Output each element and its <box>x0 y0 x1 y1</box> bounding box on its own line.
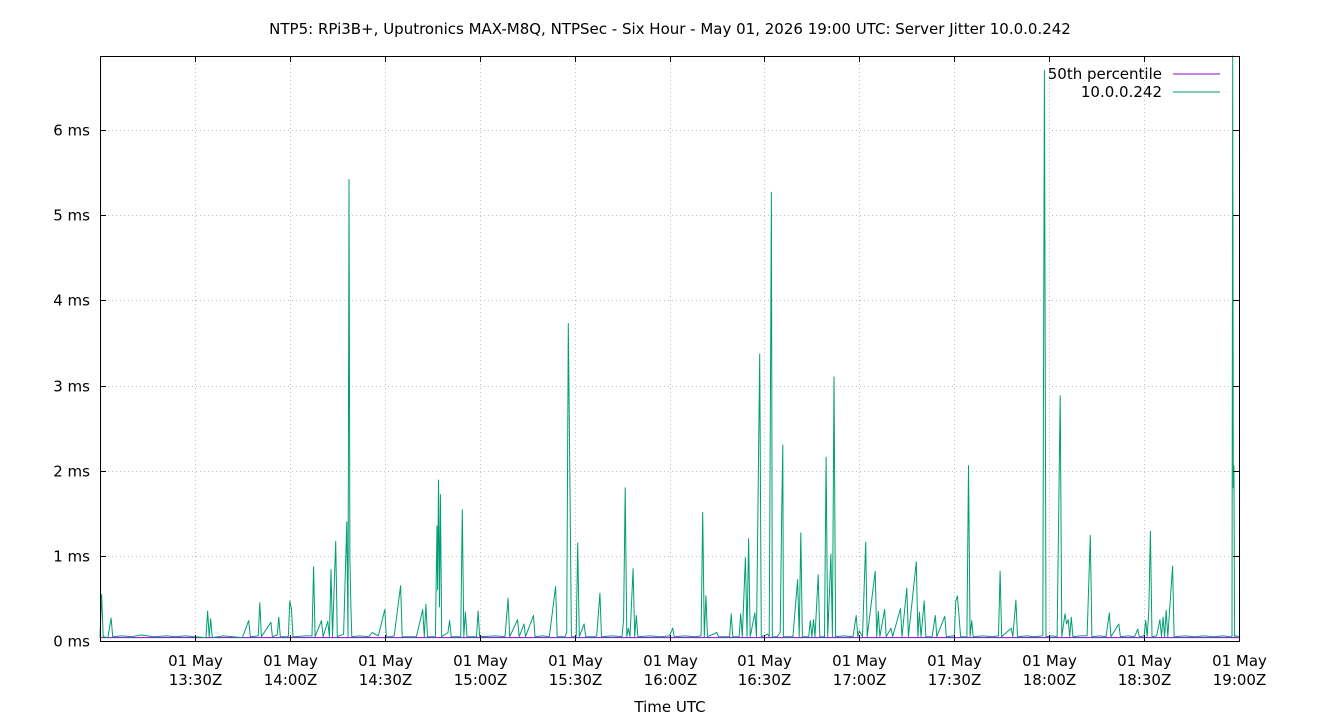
x-tick-date: 01 May <box>643 652 698 670</box>
y-tick-label: 6 ms <box>53 122 90 140</box>
y-tick-label: 2 ms <box>53 463 90 481</box>
x-tick-date: 01 May <box>832 652 887 670</box>
x-tick-date: 01 May <box>1022 652 1077 670</box>
x-tick-date: 01 May <box>1117 652 1172 670</box>
x-tick-time: 16:00Z <box>644 671 698 689</box>
series-line-10-0-0-242 <box>99 55 1240 639</box>
x-tick-time: 17:00Z <box>833 671 887 689</box>
y-tick-label: 3 ms <box>53 378 90 396</box>
y-tick-label: 5 ms <box>53 207 90 225</box>
legend-label: 50th percentile <box>1048 65 1162 83</box>
series-layer <box>99 55 1240 639</box>
x-tick-date: 01 May <box>1212 652 1267 670</box>
x-tick-date: 01 May <box>453 652 508 670</box>
x-tick-time: 18:30Z <box>1118 671 1172 689</box>
x-tick-time: 19:00Z <box>1213 671 1267 689</box>
x-axis-label: Time UTC <box>633 698 705 716</box>
x-tick-time: 14:00Z <box>264 671 318 689</box>
x-tick-time: 15:30Z <box>549 671 603 689</box>
y-tick-label: 4 ms <box>53 292 90 310</box>
grid-layer <box>100 56 1239 641</box>
x-tick-time: 14:30Z <box>359 671 413 689</box>
x-tick-date: 01 May <box>358 652 413 670</box>
x-tick-time: 13:30Z <box>169 671 223 689</box>
x-tick-date: 01 May <box>168 652 223 670</box>
x-tick-time: 18:00Z <box>1023 671 1077 689</box>
legend-label: 10.0.0.242 <box>1081 83 1162 101</box>
plot-frame <box>100 56 1240 642</box>
x-tick-time: 15:00Z <box>454 671 508 689</box>
x-tick-date: 01 May <box>263 652 318 670</box>
x-tick-date: 01 May <box>737 652 792 670</box>
x-tick-time: 16:30Z <box>738 671 792 689</box>
x-tick-date: 01 May <box>548 652 603 670</box>
y-tick-label: 1 ms <box>53 548 90 566</box>
y-tick-label: 0 ms <box>53 633 90 651</box>
x-tick-date: 01 May <box>927 652 982 670</box>
chart-title: NTP5: RPi3B+, Uputronics MAX-M8Q, NTPSec… <box>269 20 1071 38</box>
x-tick-time: 17:30Z <box>928 671 982 689</box>
